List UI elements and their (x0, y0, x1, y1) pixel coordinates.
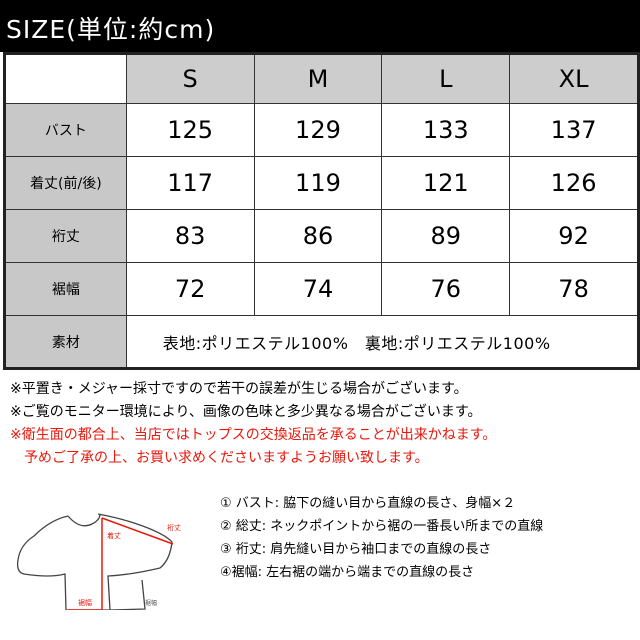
row-label: 裄丈 (4, 209, 127, 263)
cell: 126 (509, 156, 639, 210)
length-label: 着丈 (107, 531, 121, 540)
note: ※ご覧のモニター環境により、画像の色味と多少異なる場合がございます。 (10, 404, 482, 420)
row-label: 素材 (4, 315, 127, 369)
hem-label: 裾幅 (78, 598, 92, 607)
table-row: 着丈(前/後) 117 119 121 126 (4, 156, 639, 210)
notes: ※平置き・メジャー採寸ですので若干の誤差が生じる場合がございます。 ※ご覧のモニ… (10, 378, 496, 470)
corner-cell (4, 53, 127, 104)
table-row: 裄丈 83 86 89 92 (4, 209, 639, 263)
row-label: バスト (4, 103, 127, 157)
cell: 78 (509, 262, 639, 316)
size-table: S M L XL バスト 125 129 133 137 着丈(前/後) 117… (3, 52, 640, 370)
garment-diagram: 裄丈 着丈 裾幅 裾幅 (16, 513, 181, 610)
cell: 119 (253, 156, 383, 210)
material-row: 素材 表地:ポリエステル100% 裏地:ポリエステル100% (4, 315, 640, 369)
size-header: XL (509, 53, 639, 104)
cell: 137 (509, 103, 639, 157)
table-row: バスト 125 129 133 137 (4, 103, 639, 157)
legend-item: ① バスト: 脇下の縫い目から直線の長さ、身幅×２ (220, 496, 516, 511)
size-header: M (253, 53, 383, 104)
cell: 133 (381, 103, 511, 157)
size-header: S (125, 53, 255, 104)
cell: 92 (509, 209, 639, 263)
cell: 117 (125, 156, 255, 210)
header-row: S M L XL (4, 53, 639, 104)
cell: 76 (381, 262, 511, 316)
cell: 83 (125, 209, 255, 263)
title-bar: SIZE(単位:約cm) (0, 0, 640, 52)
legend-item: ③ 裄丈: 肩先縫い目から袖口までの直線の長さ (220, 542, 492, 557)
cell: 74 (253, 262, 383, 316)
cell: 129 (253, 103, 383, 157)
cell: 125 (125, 103, 255, 157)
measurement-legend: ① バスト: 脇下の縫い目から直線の長さ、身幅×２ ② 総丈: ネックポイントか… (220, 492, 543, 584)
row-label: 裾幅 (4, 262, 127, 316)
warning-note: ※衛生面の都合上、当店ではトップスの交換返品を承ることが出来かねます。 (10, 427, 497, 443)
legend-item: ② 総丈: ネックポイントから裾の一番長い所までの直線 (220, 519, 544, 534)
size-header: L (381, 53, 511, 104)
garment-outline (16, 513, 173, 610)
hem-label-2: 裾幅 (145, 599, 157, 607)
material-value: 表地:ポリエステル100% 裏地:ポリエステル100% (125, 315, 640, 369)
cell: 89 (381, 209, 511, 263)
sleeve-label: 裄丈 (167, 523, 181, 532)
warning-note: 予めご了承の上、お買い求めくださいますようお願い致します。 (24, 450, 429, 466)
cell: 86 (253, 209, 383, 263)
cell: 121 (381, 156, 511, 210)
sleeve-line (101, 517, 174, 545)
table-row: 裾幅 72 74 76 78 (4, 262, 639, 316)
legend-item: ④裾幅: 左右裾の端から端までの直線の長さ (220, 565, 475, 580)
page-title: SIZE(単位:約cm) (6, 15, 216, 44)
row-label: 着丈(前/後) (4, 156, 127, 210)
cell: 72 (125, 262, 255, 316)
note: ※平置き・メジャー採寸ですので若干の誤差が生じる場合がございます。 (10, 381, 468, 397)
